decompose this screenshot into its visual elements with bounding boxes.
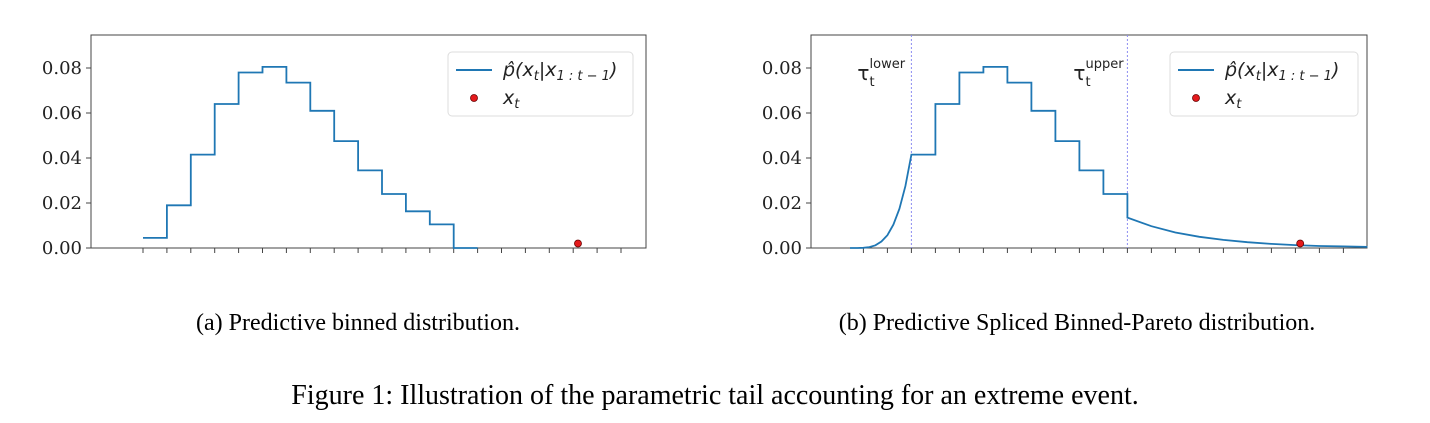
tau-symbol: τ bbox=[1073, 61, 1085, 85]
legend-sub: t bbox=[514, 97, 520, 112]
legend-text: p̂(x bbox=[1224, 59, 1256, 81]
figure-caption: Figure 1: Illustration of the parametric… bbox=[291, 380, 1138, 411]
y-tick-label: 0.00 bbox=[42, 238, 82, 259]
caption-a: (a) Predictive binned distribution. bbox=[196, 310, 520, 336]
legend-box bbox=[447, 51, 634, 117]
legend-sub: t bbox=[1256, 69, 1262, 84]
legend-text: p̂(x bbox=[502, 59, 534, 81]
y-tick-label: 0.08 bbox=[762, 58, 802, 79]
y-tick-label: 0.02 bbox=[762, 193, 802, 214]
axes-frame bbox=[90, 34, 647, 249]
density-line bbox=[850, 66, 1368, 249]
legend-text: x bbox=[1224, 87, 1237, 109]
legend-label-observation: xt bbox=[502, 87, 520, 112]
legend-text: |x bbox=[1261, 59, 1279, 81]
density-line bbox=[143, 66, 478, 249]
legend-sub: 1 : t − 1 bbox=[1278, 69, 1331, 84]
observation-point bbox=[1296, 239, 1305, 248]
tau-superscript: upper bbox=[1086, 57, 1125, 72]
plot-b: 0.000.020.040.060.08 τtlower τtupper p̂(xt|… bbox=[762, 34, 1368, 259]
legend-label-observation: xt bbox=[1224, 87, 1242, 112]
legend-sub: t bbox=[1236, 97, 1242, 112]
legend-marker-swatch bbox=[1192, 94, 1200, 102]
caption-b: (b) Predictive Spliced Binned-Pareto dis… bbox=[839, 310, 1316, 336]
observation-point bbox=[574, 239, 582, 248]
tau-symbol: τ bbox=[857, 61, 869, 85]
plot-a: 0.000.020.040.060.08 p̂(xt|x1 : t − 1)xt bbox=[42, 34, 647, 259]
y-tick-label: 0.08 bbox=[42, 58, 82, 79]
axes-frame bbox=[810, 34, 1368, 249]
legend-sub: 1 : t − 1 bbox=[556, 69, 609, 84]
y-tick-label: 0.04 bbox=[42, 148, 82, 169]
y-tick-label: 0.06 bbox=[762, 103, 802, 124]
legend: p̂(xt|x1 : t − 1)xt bbox=[1169, 51, 1359, 117]
legend-text: |x bbox=[539, 59, 557, 81]
legend-sub: t bbox=[534, 69, 540, 84]
legend-label-density: p̂(xt|x1 : t − 1) bbox=[502, 59, 617, 84]
legend-text: x bbox=[502, 87, 515, 109]
legend-text: ) bbox=[608, 59, 617, 81]
legend-marker-swatch bbox=[470, 94, 478, 102]
y-tick-label: 0.04 bbox=[762, 148, 802, 169]
tau-subscript: t bbox=[1085, 75, 1090, 90]
legend: p̂(xt|x1 : t − 1)xt bbox=[447, 51, 634, 117]
legend-box bbox=[1169, 51, 1359, 117]
y-tick-label: 0.02 bbox=[42, 193, 82, 214]
tau-subscript: t bbox=[869, 75, 874, 90]
threshold-label: τt lower bbox=[857, 57, 905, 90]
threshold-label: τt upper bbox=[1073, 57, 1124, 90]
legend-text: ) bbox=[1330, 59, 1339, 81]
y-tick-label: 0.00 bbox=[762, 238, 802, 259]
tau-superscript: lower bbox=[870, 57, 906, 72]
legend-label-density: p̂(xt|x1 : t − 1) bbox=[1224, 59, 1339, 84]
y-tick-label: 0.06 bbox=[42, 103, 82, 124]
